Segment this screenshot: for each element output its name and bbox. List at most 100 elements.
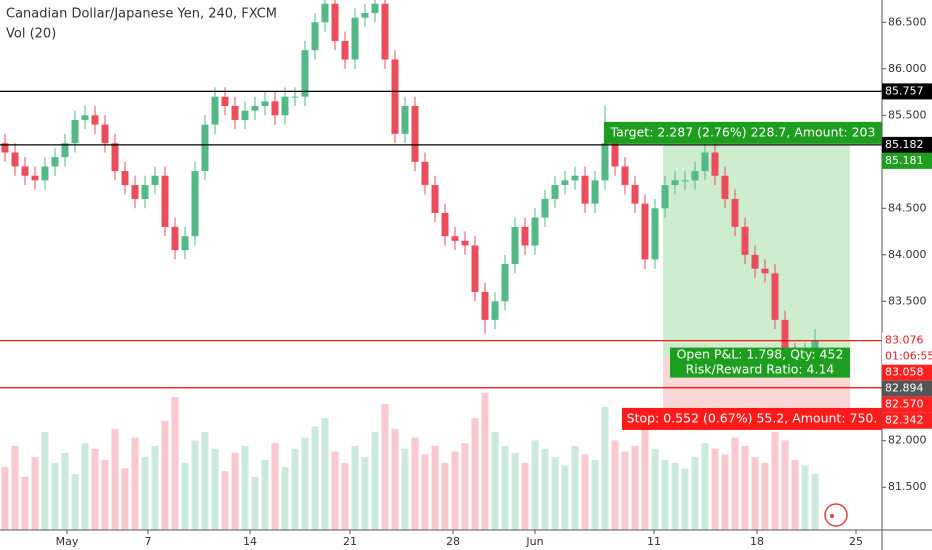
volume-bar xyxy=(751,457,759,530)
candle-body xyxy=(511,226,519,265)
candle-body xyxy=(591,180,599,204)
volume-bar xyxy=(761,462,769,530)
candle-body xyxy=(161,175,169,227)
candle-body xyxy=(501,264,509,302)
volume-bar xyxy=(601,406,609,530)
candle-body xyxy=(411,106,419,162)
volume-bar xyxy=(251,476,259,530)
candle-body xyxy=(281,96,289,116)
candle-body xyxy=(111,143,119,172)
axes: 86.500 86.000 85.500 84.500 84.000 83.500 82.0… xyxy=(56,15,932,548)
volume-bar xyxy=(231,453,239,530)
volume-bar xyxy=(421,454,429,530)
candle-body xyxy=(31,175,39,181)
price-badge-label: 85.757 xyxy=(885,84,924,97)
volume-bar xyxy=(551,457,559,530)
price-badge-label: 83.076 xyxy=(885,334,924,347)
y-tick-label: 81.500 xyxy=(888,480,927,493)
volume-bar xyxy=(411,437,419,530)
volume-bar xyxy=(811,474,819,530)
volume-bar xyxy=(351,446,359,530)
price-badge xyxy=(882,83,932,100)
candle-body xyxy=(681,180,689,182)
candle-body xyxy=(241,110,249,120)
candle-body xyxy=(361,13,369,18)
volume-bar xyxy=(391,429,399,530)
volume-bar xyxy=(581,454,589,530)
x-tick-label: 25 xyxy=(849,535,863,548)
stop-label-box xyxy=(622,407,882,430)
candle-body xyxy=(611,143,619,167)
y-tick-label: 86.500 xyxy=(888,15,927,28)
volume-bar xyxy=(91,448,99,530)
volume-bar xyxy=(281,467,289,530)
x-tick-label: 11 xyxy=(647,535,661,548)
volume-bar xyxy=(671,462,679,530)
candle-body xyxy=(761,268,769,274)
candle-body xyxy=(61,143,69,158)
candle-body xyxy=(231,106,239,120)
volume-bar xyxy=(621,451,629,530)
volume-bar xyxy=(111,429,119,530)
candle-body xyxy=(551,185,559,199)
candle-body xyxy=(531,217,539,246)
candle-body xyxy=(721,175,729,199)
volume-bar xyxy=(781,440,789,530)
candle-body xyxy=(191,171,199,237)
volume-bar xyxy=(711,448,719,530)
logo-dot xyxy=(830,514,834,518)
candle-body xyxy=(271,101,279,116)
candle-body xyxy=(151,175,159,186)
candle-body xyxy=(301,50,309,97)
volume-bar xyxy=(331,451,339,530)
volume-bar xyxy=(661,460,669,530)
candle-body xyxy=(811,340,819,353)
candle-body xyxy=(631,185,639,204)
price-badge-label: 01:06:55 xyxy=(885,350,932,363)
volume-bar xyxy=(371,432,379,530)
price-badge xyxy=(882,380,932,397)
x-tick-label: 14 xyxy=(243,535,257,548)
price-badge-label: 85.182 xyxy=(885,138,924,151)
chart-title: Canadian Dollar/Japanese Yen, 240, FXCM xyxy=(6,7,277,22)
candle-body xyxy=(461,240,469,246)
candle-body xyxy=(201,124,209,172)
volume-bar xyxy=(171,397,179,530)
candle-body xyxy=(671,180,679,186)
candle-body xyxy=(731,198,739,227)
volume-bar xyxy=(121,468,129,530)
volume-bar xyxy=(431,446,439,530)
volume-bar xyxy=(161,420,169,530)
volume-bar xyxy=(571,446,579,530)
volume-bar xyxy=(651,448,659,530)
candle-body xyxy=(581,175,589,204)
volume-bar xyxy=(241,446,249,530)
volume-bar xyxy=(611,440,619,530)
candle-body xyxy=(401,106,409,134)
volume-bar xyxy=(131,437,139,530)
volume-bar xyxy=(191,440,199,530)
price-badge xyxy=(882,396,932,413)
volume-bar xyxy=(151,446,159,530)
candle-body xyxy=(441,212,449,237)
candle-body xyxy=(391,59,399,134)
volume-bar xyxy=(471,418,479,530)
target-label-box xyxy=(604,121,882,144)
candle-body xyxy=(781,319,789,353)
volume-bar xyxy=(591,460,599,530)
price-badge xyxy=(882,136,932,153)
time-axis-bg xyxy=(0,530,932,550)
candle-body xyxy=(751,254,759,269)
candle-body xyxy=(341,40,349,60)
x-tick-label: 7 xyxy=(145,535,152,548)
candle-body xyxy=(291,96,299,98)
stop-label-text: Stop: 0.552 (0.67%) 55.2, Amount: 750. xyxy=(627,410,878,425)
volume-bar xyxy=(311,426,319,530)
candle-body xyxy=(571,175,579,181)
candle-body xyxy=(481,291,489,320)
volume-bar xyxy=(511,453,519,530)
candle-body xyxy=(211,96,219,125)
volume-bar xyxy=(681,468,689,530)
candle-body xyxy=(471,245,479,292)
volume-bar xyxy=(791,460,799,530)
